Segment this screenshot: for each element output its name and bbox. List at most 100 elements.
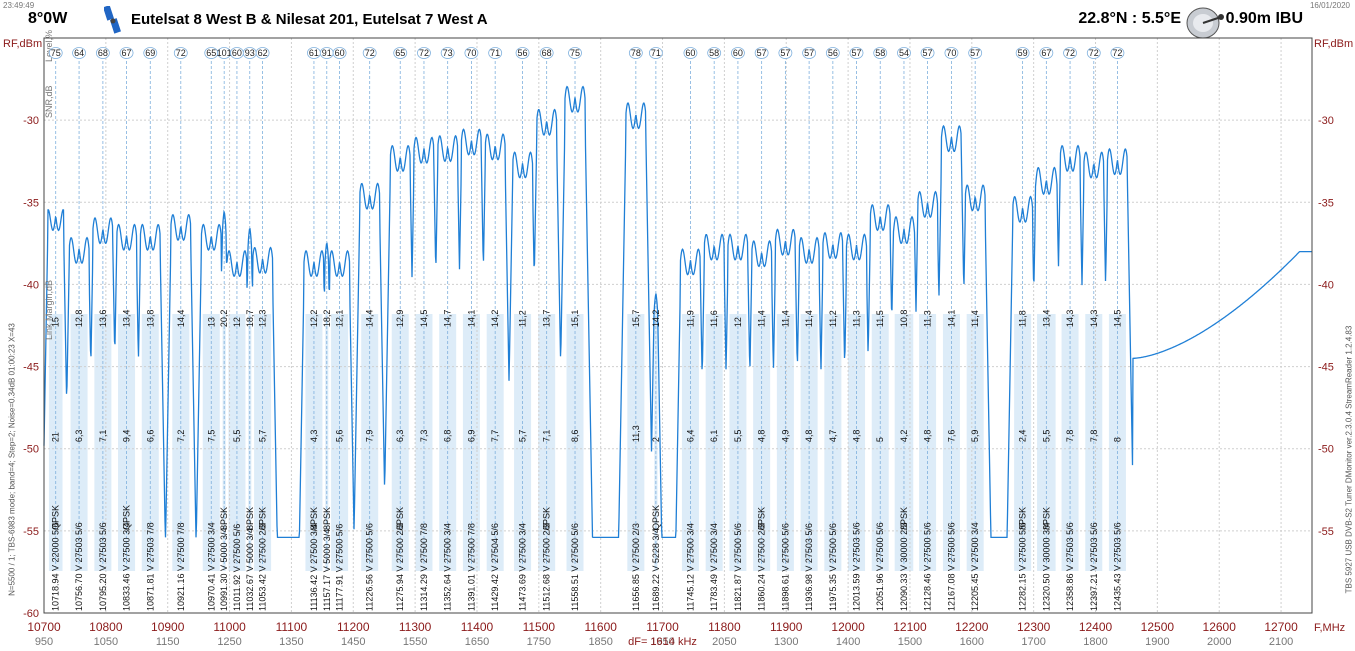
level-label: 65: [206, 48, 216, 58]
transponder-params: 11898.61 V 27500 5/6: [780, 523, 790, 611]
level-label: 93: [245, 48, 255, 58]
level-bubble: [568, 47, 582, 59]
level-label: 72: [1089, 48, 1099, 58]
snr-label: 13,6: [98, 310, 108, 328]
level-bubble: [628, 47, 643, 59]
modulation-label: 8PSK: [219, 507, 229, 530]
transponder-params: 10991.30 V 5000 3/4: [219, 527, 229, 611]
plot-frame: [43, 37, 1313, 614]
transponder-params: 11429.42 V 27504 5/6: [490, 523, 500, 611]
x-tick-label: 11200: [337, 620, 370, 634]
x-tick-label: 10900: [151, 620, 185, 634]
if-tick-label: 1550: [403, 636, 427, 648]
if-tick-label: 1750: [527, 636, 551, 648]
satellite-names: Eutelsat 8 West B & Nilesat 201, Eutelsa…: [131, 11, 488, 28]
level-label: 58: [875, 48, 885, 58]
snr-label: 12: [232, 317, 242, 327]
y-tick-label-left: -40: [23, 279, 39, 291]
if-tick-label: 1250: [217, 636, 241, 648]
transponder-params: 11157.17 V 5000 3/4: [322, 529, 332, 611]
if-tick-label: 1800: [1083, 636, 1107, 648]
level-label: 72: [419, 48, 429, 58]
level-bubble: [488, 47, 503, 59]
x-tick-label: 11900: [770, 620, 803, 634]
level-bubble: [825, 47, 840, 59]
if-tick-label: 1050: [94, 636, 118, 648]
margin-label: 9,4: [122, 430, 132, 443]
transponder-params: 12013.59 V 27503 5/6: [852, 522, 862, 611]
transponder-params: 11783.49 V 27500 3/4: [709, 523, 719, 611]
snr-label: 15: [51, 317, 61, 327]
snr-label: 11,4: [970, 310, 980, 327]
x-tick-label: 11600: [584, 620, 617, 634]
level-label: 75: [570, 48, 580, 58]
if-tick-label: 2000: [1207, 636, 1231, 648]
level-bubble: [944, 47, 959, 59]
transponder-params: 10871.81 V 27503 7/8: [145, 522, 155, 611]
transponder-params: 11177.91 V 27500 5/6: [335, 524, 345, 611]
spectrum-line: [43, 85, 1312, 539]
margin-label: 4,8: [804, 430, 814, 443]
level-label: 60: [685, 48, 695, 58]
y-tick-label-right: -50: [1318, 444, 1334, 456]
x-tick-label: 12200: [955, 620, 989, 634]
margin-label: 4,2: [899, 430, 909, 443]
level-label: 72: [365, 48, 375, 58]
level-bubble: [464, 47, 479, 59]
level-label: 68: [542, 48, 552, 58]
axes: -55 -55 -50 -50 -45 -45 -40 -40 -35 -35 -30 -30 -60 R…: [3, 30, 1353, 648]
modulation-label: 8PSK: [757, 507, 767, 530]
scan-info-left: N=5500 / 1; TBS-6983 mode; band=4; Step=…: [7, 323, 17, 596]
transponder-params: 11032.67 V 5000 3/4: [245, 528, 255, 611]
level-label: 59: [1018, 48, 1028, 58]
x-tick-label: 10700: [27, 620, 61, 634]
x-tick-label: 11100: [276, 620, 308, 634]
if-tick-label: 1300: [774, 636, 798, 648]
transponder-params: 12167.08 V 27500 5/6: [946, 522, 956, 611]
snr-label: 14,1: [946, 310, 956, 328]
transponder-params: 11053.42 V 27500 2/3: [258, 523, 268, 611]
if-tick-label: 1950: [650, 636, 674, 648]
transponder-params: 11011.92 V 27500 5/6: [232, 524, 242, 611]
level-label: 57: [923, 48, 933, 58]
margin-label: 7,2: [176, 430, 186, 443]
if-tick-label: 950: [35, 636, 53, 648]
y-tick-label-right: -45: [1318, 362, 1334, 374]
modulation-label: 8PSK: [258, 507, 268, 530]
dish-size: 0.90m IBU: [1225, 10, 1303, 27]
margin-label: 4,8: [852, 430, 862, 443]
transponder-params: 12051.96 V 27500 5/6: [875, 522, 885, 611]
margin-label: 8: [1112, 437, 1122, 442]
level-bubble: [48, 47, 63, 59]
margin-label: 6,1: [709, 430, 719, 443]
y-axis-label-left: RF,dBm: [3, 38, 42, 50]
satellite-icon: [102, 5, 122, 41]
transponder-params: 12205.45 V 27500 3/4: [970, 522, 980, 611]
snr-label: 12,8: [74, 310, 84, 328]
transponder-params: 11136.42 V 27500 3/4: [309, 524, 319, 611]
level-bubble: [72, 47, 86, 59]
margin-label: 6,9: [466, 430, 476, 443]
transponder-params: 10756.70 V 27503 5/6: [74, 522, 84, 611]
transponder-params: 10795.20 V 27503 5/6: [98, 522, 108, 611]
level-label: 101: [217, 48, 232, 58]
modulation-label: QPSK: [122, 505, 132, 530]
level-label: 57: [851, 48, 861, 58]
level-label: 75: [51, 48, 61, 58]
snr-label: 12: [733, 317, 743, 327]
level-bubble: [873, 47, 888, 59]
software-info-right: TBS 5927 USB DVB-S2 Tuner DMonitor ver.2…: [1344, 325, 1354, 594]
transponder-params: 10970.41 V 27500 3/4: [206, 522, 216, 611]
level-label: 56: [828, 48, 838, 58]
transponder-params: 12435.43 V 27503 5/6: [1112, 522, 1122, 611]
if-tick-label: 1700: [1021, 636, 1045, 648]
clock-time: 23:49:49: [3, 1, 35, 10]
modulation-label: 8PSK: [542, 507, 552, 530]
x-tick-label: 11800: [708, 620, 741, 634]
margin-label: 2: [651, 437, 661, 442]
margin-label: 7,1: [98, 430, 108, 443]
margin-label: 4,7: [828, 430, 838, 443]
snr-label: 14,5: [419, 310, 429, 328]
level-label: 71: [651, 48, 661, 58]
level-bubble: [648, 47, 663, 59]
